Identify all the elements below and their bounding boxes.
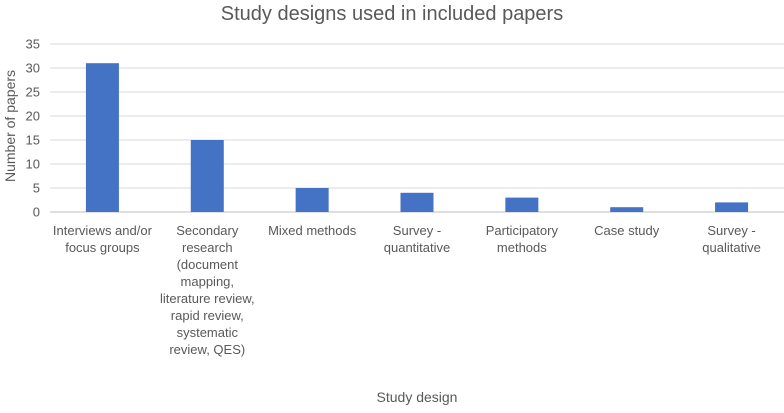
bar [505, 197, 539, 212]
y-tick-label: 10 [26, 157, 40, 172]
x-category-label: Survey - quantitative [383, 223, 451, 255]
x-category-label: Interviews and/or focus groups [52, 223, 152, 255]
bar [190, 140, 224, 212]
bar [400, 192, 434, 212]
gridlines [50, 43, 784, 213]
x-axis-title: Study design [376, 389, 458, 405]
y-tick-label: 0 [33, 205, 40, 220]
chart-title: Study designs used in included papers [220, 3, 564, 25]
y-axis-title: Number of papers [2, 70, 18, 182]
x-category-label: Survey - qualitative [702, 223, 761, 255]
bars [85, 63, 749, 213]
bar [295, 188, 329, 212]
bar [610, 207, 644, 212]
y-tick-label: 35 [26, 37, 40, 52]
y-tick-label: 5 [33, 181, 40, 196]
x-category-label: Secondary research (document mapping, li… [159, 223, 255, 357]
y-tick-label: 30 [26, 61, 40, 76]
x-category-label: Mixed methods [268, 223, 357, 238]
y-tick-labels: 0 5 10 15 20 25 30 35 [26, 37, 40, 220]
bar [715, 202, 749, 212]
x-category-label: Participatory methods [485, 223, 558, 255]
x-category-label: Case study [594, 223, 660, 238]
y-tick-label: 15 [26, 133, 40, 148]
y-tick-label: 20 [26, 109, 40, 124]
y-tick-label: 25 [26, 85, 40, 100]
bar [85, 63, 119, 213]
